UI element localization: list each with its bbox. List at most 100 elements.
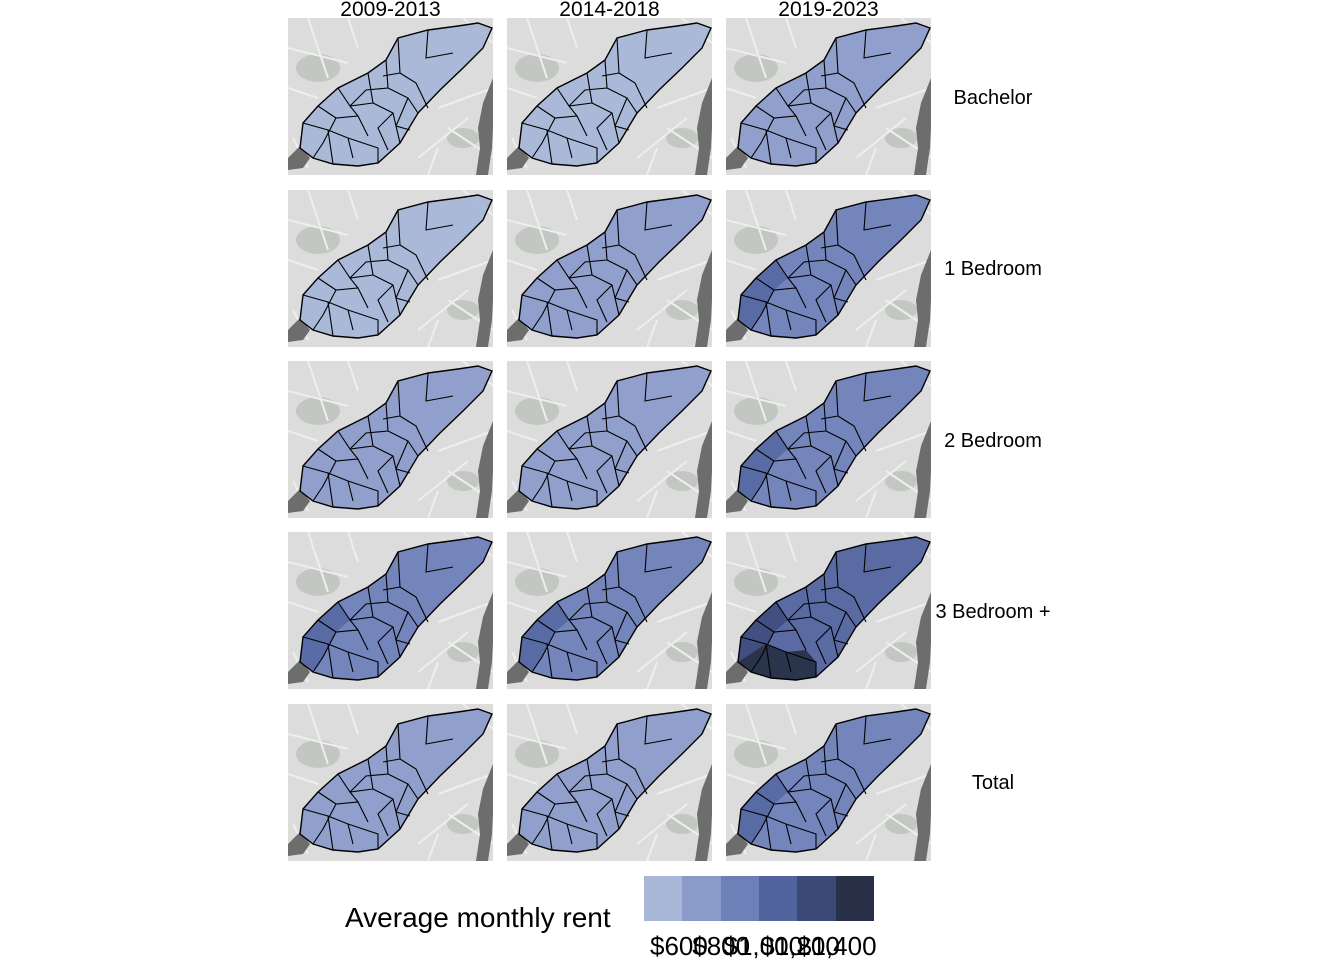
- district-boundary: [740, 465, 792, 502]
- district-boundary: [614, 440, 630, 474]
- basemap-street: [726, 87, 757, 99]
- district-boundary: [596, 798, 613, 837]
- basemap-street: [745, 704, 767, 765]
- basemap-street: [507, 601, 538, 613]
- district-boundary: [349, 277, 359, 289]
- basemap-street: [288, 390, 349, 407]
- district-boundary: [327, 815, 334, 851]
- district-boundary: [377, 284, 394, 323]
- basemap-street: [288, 47, 349, 64]
- district-boundary: [566, 309, 598, 335]
- district-boundary: [805, 415, 839, 487]
- basemap-river: [695, 592, 712, 689]
- district-boundary: [614, 97, 630, 131]
- district-boundary: [616, 380, 648, 452]
- choropleth-area: [300, 23, 492, 166]
- district-boundary: [863, 201, 892, 231]
- district-boundary: [614, 783, 630, 817]
- basemap-street: [726, 733, 787, 750]
- basemap-street: [427, 147, 439, 175]
- basemap-street: [526, 190, 548, 251]
- basemap-street: [427, 490, 439, 518]
- basemap-park: [734, 397, 778, 425]
- basemap-river: [914, 421, 931, 518]
- city-outline: [518, 365, 712, 510]
- district-boundary: [312, 289, 337, 331]
- basemap-river: [695, 764, 712, 861]
- district-boundary: [601, 758, 620, 763]
- choropleth-area: [300, 366, 492, 509]
- district-boundary: [566, 480, 598, 506]
- district-boundary: [536, 791, 588, 823]
- basemap-street: [566, 18, 578, 49]
- basemap-river: [695, 250, 712, 347]
- district-boundary: [397, 723, 429, 795]
- legend-color-bar: [644, 876, 874, 921]
- basemap-street: [347, 532, 359, 563]
- district-boundary: [566, 651, 598, 677]
- district-boundary: [616, 37, 648, 109]
- basemap-street: [427, 661, 439, 689]
- district-boundary: [765, 129, 772, 165]
- basemap-street: [507, 87, 538, 99]
- district-boundary: [805, 244, 839, 316]
- district-boundary: [531, 289, 556, 331]
- district-boundary: [586, 415, 620, 487]
- row-label-total: Total: [971, 772, 1015, 794]
- district-boundary: [349, 791, 359, 803]
- district-boundary: [521, 294, 573, 331]
- choropleth-area: [738, 537, 930, 680]
- basemap-river: [914, 250, 931, 347]
- district-boundary: [833, 269, 849, 303]
- district-boundary: [755, 619, 807, 651]
- district-boundary: [317, 448, 369, 480]
- map-panel: [507, 704, 712, 861]
- basemap-street: [288, 601, 319, 613]
- district-boundary: [546, 643, 553, 679]
- legend-swatch: [644, 876, 683, 921]
- district-boundary: [382, 758, 401, 763]
- district-boundary: [765, 301, 772, 337]
- basemap-street: [288, 259, 319, 271]
- district-boundary: [531, 631, 556, 673]
- choropleth-district: [519, 602, 569, 672]
- district-boundary: [644, 715, 673, 745]
- district-boundary: [815, 455, 832, 494]
- basemap-street: [855, 117, 907, 159]
- district-boundary: [347, 651, 379, 677]
- district-boundary: [787, 105, 797, 117]
- basemap-street: [566, 532, 578, 563]
- district-boundary: [531, 803, 556, 845]
- basemap-street: [307, 18, 329, 79]
- district-boundary: [397, 37, 429, 109]
- legend-swatch: [835, 876, 874, 921]
- district-boundary: [395, 783, 411, 817]
- district-boundary: [546, 129, 553, 165]
- column-title-2014-2018: 2014-2018: [559, 0, 660, 21]
- basemap-street: [636, 117, 688, 159]
- row-label-bachelor: Bachelor: [953, 87, 1033, 109]
- basemap-street: [745, 18, 767, 79]
- basemap-street: [307, 532, 329, 593]
- district-boundary: [385, 745, 419, 800]
- district-boundary: [586, 244, 620, 316]
- basemap-river: [914, 764, 931, 861]
- district-boundary: [327, 472, 334, 508]
- basemap-street: [656, 601, 712, 623]
- choropleth-area: [300, 709, 492, 852]
- basemap-street: [507, 430, 538, 442]
- district-boundary: [815, 284, 832, 323]
- district-boundary: [349, 619, 359, 631]
- district-boundary: [740, 122, 792, 159]
- basemap-street: [865, 147, 877, 175]
- basemap-street: [745, 190, 767, 251]
- legend-tick-label: $1,400: [797, 931, 877, 961]
- district-boundary: [568, 277, 578, 289]
- basemap-street: [865, 661, 877, 689]
- district-boundary: [805, 758, 839, 830]
- basemap-park: [515, 568, 559, 596]
- city-outline: [518, 708, 712, 853]
- basemap-street: [347, 190, 359, 221]
- basemap-park: [296, 226, 340, 254]
- district-boundary: [349, 430, 389, 450]
